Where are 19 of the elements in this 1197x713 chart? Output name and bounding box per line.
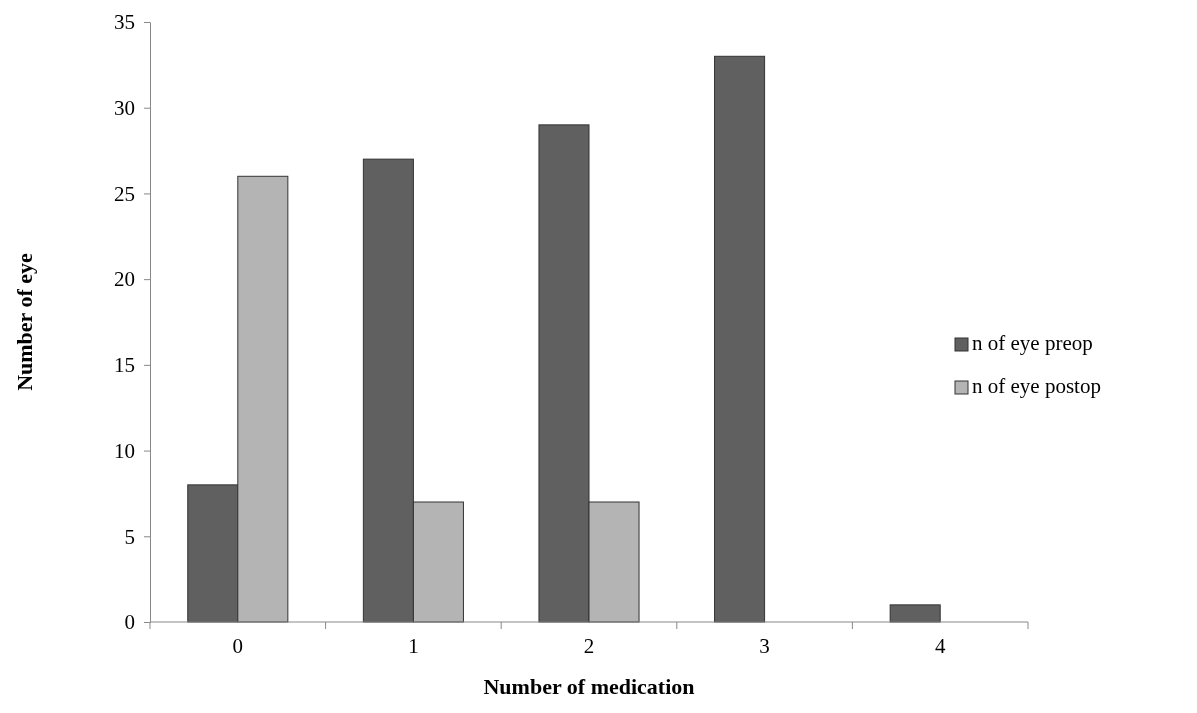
y-tick-label: 30 [114,95,135,120]
y-tick-label: 20 [114,267,135,292]
legend-label: n of eye postop [972,374,1101,398]
x-tick-label: 2 [583,634,595,658]
x-tick-label: 0 [232,634,244,658]
y-tick-label: 35 [114,10,135,35]
x-tick-label: 1 [408,634,419,658]
y-axis-title: Number of eye [12,252,37,391]
y-tick-label: 15 [114,353,135,378]
y-tick-label: 10 [114,438,135,463]
y-tick-label: 5 [124,524,135,549]
bar [714,55,766,623]
legend-label: n of eye preop [972,331,1093,355]
bar [889,604,941,623]
x-axis-title: Number of medication [483,674,695,699]
x-tick-label: 4 [934,634,946,658]
y-tick-label: 25 [114,181,135,206]
x-tick-label: 3 [759,634,770,658]
y-tick-label: 0 [124,610,135,635]
